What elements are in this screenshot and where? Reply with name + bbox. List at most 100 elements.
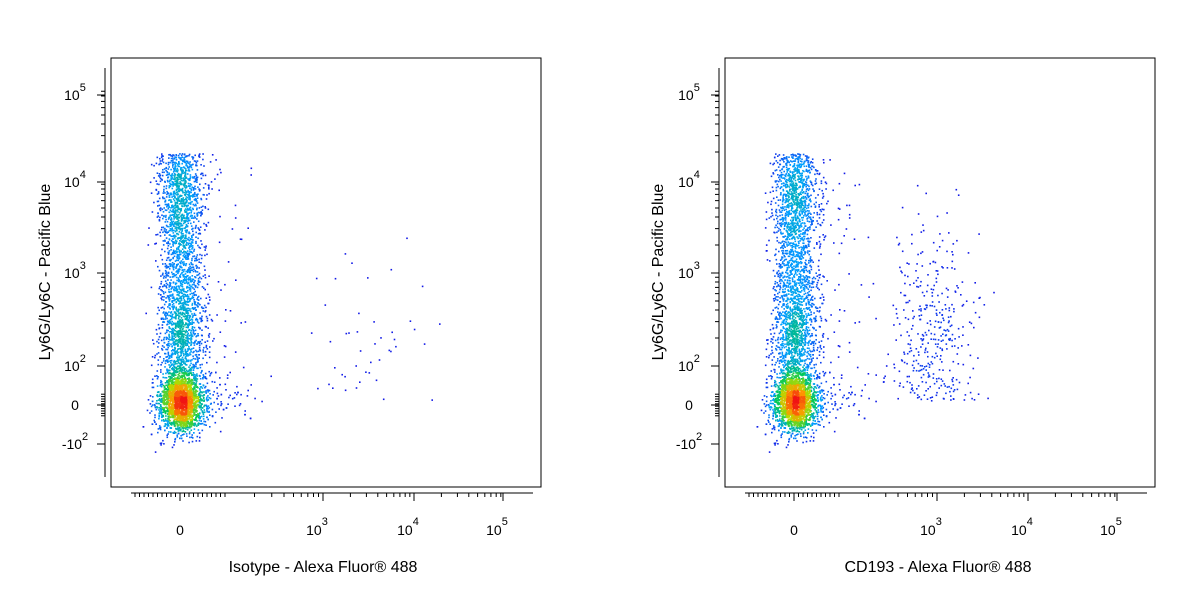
event-point xyxy=(155,188,157,191)
event-point xyxy=(182,177,185,179)
event-point xyxy=(176,270,178,272)
event-point xyxy=(180,282,182,285)
event-point xyxy=(191,252,194,254)
event-point xyxy=(183,246,185,249)
event-point xyxy=(182,330,184,332)
event-point xyxy=(194,374,196,376)
event-point xyxy=(178,165,181,168)
event-point xyxy=(185,191,187,194)
event-point xyxy=(165,218,167,221)
event-point xyxy=(174,363,176,366)
event-point xyxy=(190,210,193,212)
event-point xyxy=(191,266,193,269)
event-point xyxy=(176,201,179,204)
event-point xyxy=(190,183,192,186)
event-point xyxy=(190,222,192,225)
event-point xyxy=(190,378,193,381)
event-point xyxy=(174,415,177,418)
event-point xyxy=(184,313,186,316)
event-point xyxy=(166,323,168,326)
event-point xyxy=(194,185,196,188)
event-point xyxy=(177,368,179,370)
event-point xyxy=(183,159,186,161)
event-point xyxy=(170,228,173,230)
event-point xyxy=(180,222,182,225)
event-point xyxy=(171,331,174,334)
event-point xyxy=(178,322,181,324)
event-point xyxy=(195,270,197,273)
event-point xyxy=(167,407,170,410)
event-point xyxy=(186,193,189,196)
event-point xyxy=(217,403,219,405)
event-point xyxy=(200,297,202,300)
event-point xyxy=(174,287,176,289)
event-point xyxy=(177,298,179,300)
event-point xyxy=(173,329,175,331)
event-point xyxy=(176,179,178,182)
event-point xyxy=(193,250,195,252)
event-point xyxy=(180,337,182,339)
event-point xyxy=(164,291,167,294)
event-point xyxy=(181,266,183,269)
event-point xyxy=(173,338,175,340)
event-point xyxy=(180,299,183,301)
event-point xyxy=(169,380,172,383)
event-point xyxy=(173,425,176,427)
event-point xyxy=(178,189,180,192)
event-point xyxy=(174,336,177,338)
event-point xyxy=(174,227,177,229)
event-point xyxy=(161,416,163,418)
event-point xyxy=(159,231,161,234)
event-point xyxy=(186,209,188,211)
event-point xyxy=(175,201,177,204)
event-point xyxy=(187,258,190,260)
event-point xyxy=(205,377,208,380)
event-point xyxy=(179,386,182,388)
event-point xyxy=(166,179,169,182)
event-point xyxy=(161,390,164,393)
event-point xyxy=(189,165,192,168)
event-point xyxy=(196,318,198,321)
event-point xyxy=(169,214,172,216)
event-point xyxy=(186,237,188,240)
event-point xyxy=(174,180,177,183)
event-point xyxy=(177,268,179,271)
event-point xyxy=(178,421,180,423)
event-point xyxy=(207,208,210,211)
event-point xyxy=(169,384,172,386)
event-point xyxy=(185,323,187,326)
event-point xyxy=(174,230,177,233)
event-point xyxy=(170,199,172,201)
event-point xyxy=(185,360,187,363)
event-point xyxy=(169,264,172,267)
event-point xyxy=(193,326,196,329)
event-point xyxy=(188,277,190,279)
event-point xyxy=(179,315,181,318)
event-point xyxy=(231,397,234,400)
event-point xyxy=(191,323,193,325)
event-point xyxy=(197,232,200,235)
event-point xyxy=(194,388,196,390)
event-point xyxy=(180,413,183,416)
event-point xyxy=(193,344,196,346)
event-point xyxy=(160,254,162,257)
event-point xyxy=(193,212,196,215)
event-point xyxy=(182,179,184,182)
event-point xyxy=(183,255,186,258)
event-point xyxy=(163,392,166,394)
event-point xyxy=(189,215,192,218)
event-point xyxy=(170,353,173,356)
event-point xyxy=(204,325,207,328)
event-point xyxy=(173,423,175,426)
event-point xyxy=(179,338,181,341)
event-point xyxy=(185,181,187,183)
event-point xyxy=(209,346,211,348)
event-point xyxy=(181,189,183,192)
event-point xyxy=(185,352,187,354)
event-point xyxy=(190,251,193,253)
event-point xyxy=(172,401,175,403)
event-point xyxy=(200,257,203,260)
event-point xyxy=(181,272,183,274)
event-point xyxy=(165,282,168,285)
event-point xyxy=(175,216,178,218)
